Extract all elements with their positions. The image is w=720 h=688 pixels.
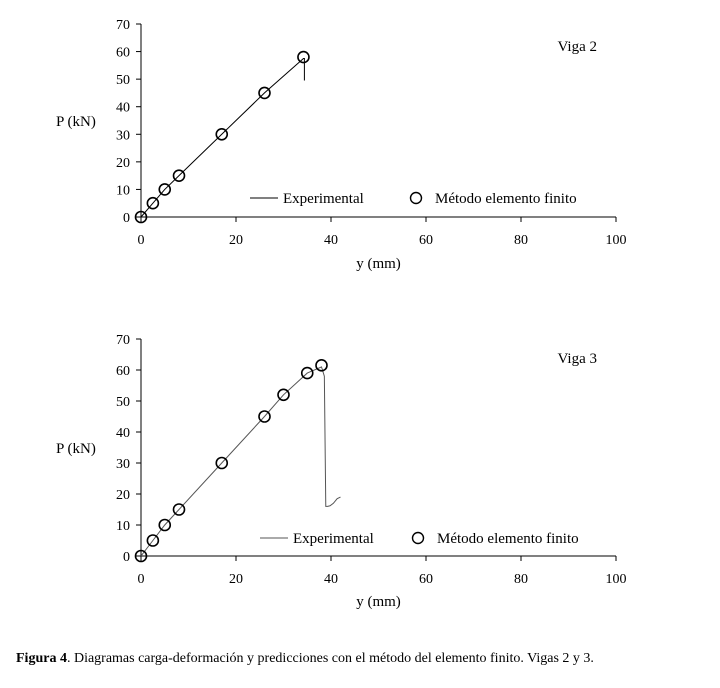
y-tick-label: 40 bbox=[116, 101, 130, 116]
y-tick-label: 10 bbox=[116, 183, 130, 198]
caption-text: . Diagramas carga-deformación y predicci… bbox=[67, 651, 594, 666]
series-line-experimental bbox=[141, 367, 341, 556]
x-tick-label: 40 bbox=[324, 233, 338, 248]
data-point-fem bbox=[316, 360, 327, 371]
x-tick-label: 100 bbox=[606, 572, 627, 587]
data-point-fem bbox=[298, 52, 309, 63]
y-tick-label: 30 bbox=[116, 128, 130, 143]
series-line-experimental bbox=[141, 58, 304, 217]
caption-label: Figura 4 bbox=[16, 651, 67, 666]
x-tick-label: 20 bbox=[229, 233, 243, 248]
x-axis-label: y (mm) bbox=[356, 256, 401, 272]
x-tick-label: 0 bbox=[138, 572, 145, 587]
legend-circle-swatch bbox=[411, 193, 422, 204]
y-tick-label: 0 bbox=[123, 550, 130, 565]
y-tick-label: 0 bbox=[123, 211, 130, 226]
legend-circle-swatch bbox=[413, 533, 424, 544]
y-tick-label: 70 bbox=[116, 18, 130, 33]
y-tick-label: 40 bbox=[116, 426, 130, 441]
legend-label-fem: Método elemento finito bbox=[435, 191, 577, 207]
legend-label-fem: Método elemento finito bbox=[437, 531, 579, 547]
x-tick-label: 80 bbox=[514, 572, 528, 587]
chart-title: Viga 3 bbox=[557, 351, 597, 367]
legend-label-experimental: Experimental bbox=[293, 531, 374, 547]
chart-viga-2: 0 10 20 30 40 50 60 70 0 20 40 60 80 100 y (mm) P (kN) V… bbox=[56, 18, 627, 272]
x-tick-label: 80 bbox=[514, 233, 528, 248]
x-tick-label: 60 bbox=[419, 233, 433, 248]
x-tick-label: 0 bbox=[138, 233, 145, 248]
y-tick-label: 70 bbox=[116, 333, 130, 348]
y-tick-label: 30 bbox=[116, 457, 130, 472]
chart-title: Viga 2 bbox=[557, 39, 597, 55]
y-tick-label: 50 bbox=[116, 73, 130, 88]
x-axis-label: y (mm) bbox=[356, 594, 401, 610]
y-axis-label: P (kN) bbox=[56, 114, 96, 130]
x-tick-label: 40 bbox=[324, 572, 338, 587]
x-tick-label: 100 bbox=[606, 233, 627, 248]
legend-label-experimental: Experimental bbox=[283, 191, 364, 207]
y-axis-label: P (kN) bbox=[56, 441, 96, 457]
y-tick-label: 60 bbox=[116, 364, 130, 379]
y-tick-label: 50 bbox=[116, 395, 130, 410]
figure-caption: Figura 4. Diagramas carga-deformación y … bbox=[16, 651, 594, 667]
y-tick-label: 10 bbox=[116, 519, 130, 534]
chart-viga-3: 0 10 20 30 40 50 60 70 0 20 40 60 80 100 y (mm) P (kN) V… bbox=[56, 333, 627, 610]
y-tick-label: 20 bbox=[116, 156, 130, 171]
y-tick-label: 20 bbox=[116, 488, 130, 503]
y-tick-label: 60 bbox=[116, 46, 130, 61]
x-tick-label: 20 bbox=[229, 572, 243, 587]
x-tick-label: 60 bbox=[419, 572, 433, 587]
